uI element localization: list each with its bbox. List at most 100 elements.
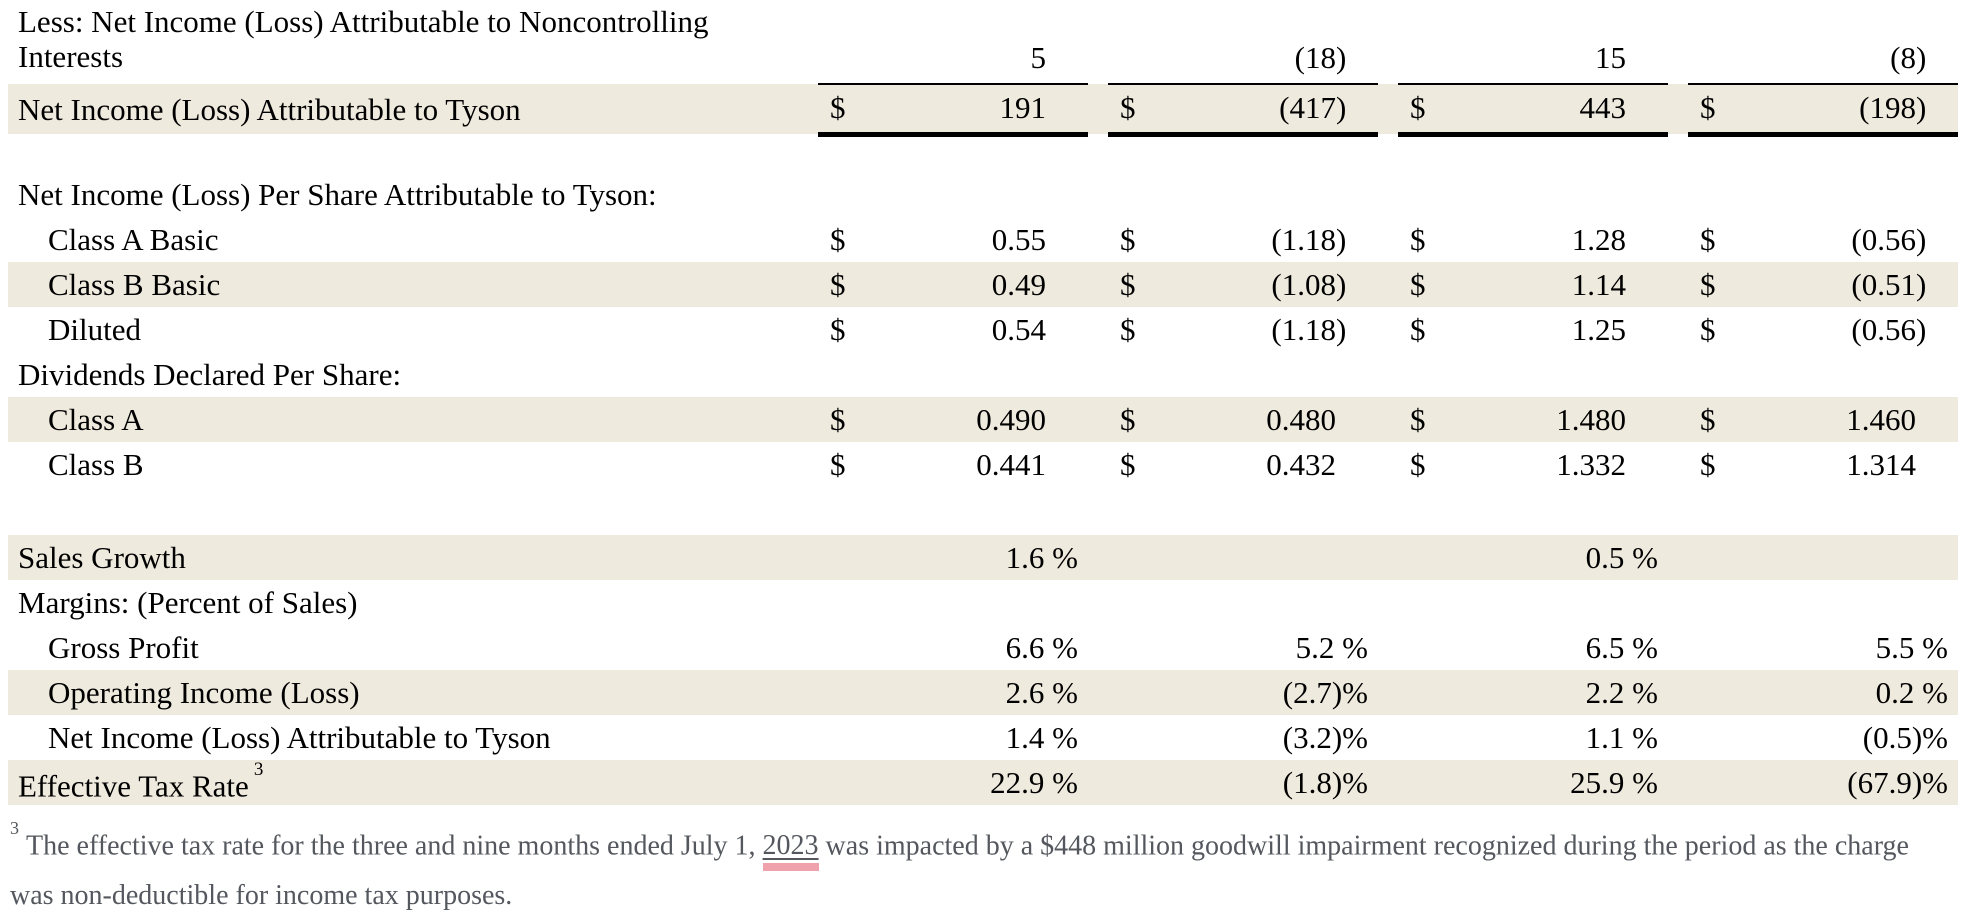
- cell-value: (3.2)%: [1282, 719, 1368, 755]
- table-row: Class A Basic $0.55 $ (1.18) $1.28 $ (0.56): [8, 217, 1958, 262]
- dollar-sign: $: [1120, 446, 1136, 482]
- table-body: Less: Net Income (Loss) Attributable to …: [8, 2, 1958, 805]
- dollar-sign: $: [1700, 90, 1716, 126]
- dollar-sign: $: [830, 311, 846, 347]
- row-label: Class B: [48, 447, 144, 482]
- table-row: Effective Tax Rate 3 22.9 % (1.8)% 25.9 % (67…: [8, 758, 1958, 805]
- column-gap: [1378, 2, 1398, 84]
- column-gap: [1088, 670, 1108, 715]
- cell-value: 0.2 %: [1875, 674, 1948, 710]
- table-row: Class B $0.441 $0.432 $1.332 $1.314: [8, 442, 1958, 487]
- table-row: Net Income (Loss) Per Share Attributable…: [8, 172, 1958, 217]
- column-gap: [1088, 84, 1108, 134]
- value-cell: $1.14: [1398, 262, 1668, 307]
- highlighted-year[interactable]: 2023: [762, 830, 819, 872]
- column-gap: [1668, 84, 1688, 134]
- column-gap: [1378, 625, 1398, 670]
- row-label: Less: Net Income (Loss) Attributable to …: [18, 4, 709, 74]
- footnote-text-before: The effective tax rate for the three and…: [26, 830, 763, 862]
- cell-value: 25.9 %: [1570, 764, 1658, 800]
- cell-value: 0.432: [1266, 446, 1336, 482]
- dollar-sign: $: [1410, 446, 1426, 482]
- value-cell: (2.7)%: [1108, 670, 1378, 715]
- cell-value: 1.14: [1571, 266, 1626, 302]
- value-cell: $0.54: [818, 307, 1088, 352]
- row-label: Net Income (Loss) Attributable to Tyson: [8, 84, 818, 134]
- value-cell: 15: [1398, 2, 1668, 85]
- dollar-sign: $: [1700, 401, 1716, 437]
- value-cell: $191: [818, 83, 1088, 137]
- column-gap: [1088, 307, 1108, 352]
- cell-value: (2.7)%: [1282, 674, 1368, 710]
- value-cell: $0.55: [818, 217, 1088, 262]
- cell-value: (417): [1279, 90, 1347, 126]
- column-gap: [1378, 397, 1398, 442]
- value-cell: $0.49: [818, 262, 1088, 307]
- row-label: Diluted: [48, 312, 141, 347]
- column-gap: [1088, 397, 1108, 442]
- cell-value: 443: [1579, 90, 1627, 126]
- column-gap: [1088, 2, 1108, 84]
- value-cell: 25.9 %: [1398, 760, 1668, 805]
- dollar-sign: $: [1120, 401, 1136, 437]
- dollar-sign: $: [1120, 221, 1136, 257]
- table-row: Class A $0.490 $0.480 $1.480 $1.460: [8, 397, 1958, 442]
- financial-table: Less: Net Income (Loss) Attributable to …: [8, 2, 1958, 805]
- column-gap: [1668, 715, 1688, 760]
- value-cell: 22.9 %: [818, 760, 1088, 805]
- row-label: Class A Basic: [48, 222, 219, 257]
- footnote-marker: 3: [10, 818, 19, 838]
- value-cell: $ (1.18): [1108, 307, 1378, 352]
- cell-value: 0.490: [976, 401, 1046, 437]
- cell-value: 0.5 %: [1585, 539, 1658, 575]
- dollar-sign: $: [830, 221, 846, 257]
- cell-value: 5.5 %: [1875, 629, 1948, 665]
- section-heading: Net Income (Loss) Per Share Attributable…: [18, 177, 657, 212]
- value-cell: $1.332: [1398, 442, 1668, 487]
- value-cell: $1.480: [1398, 397, 1668, 442]
- column-gap: [1378, 84, 1398, 134]
- column-gap: [1378, 760, 1398, 805]
- column-gap: [1378, 217, 1398, 262]
- column-gap: [1668, 397, 1688, 442]
- section-heading: Dividends Declared Per Share:: [18, 357, 402, 392]
- cell-value: (18): [1294, 40, 1347, 75]
- row-label: Gross Profit: [48, 630, 199, 665]
- column-gap: [1088, 625, 1108, 670]
- column-gap: [1378, 262, 1398, 307]
- table-row: Class B Basic $0.49 $ (1.08) $1.14 $ (0.51): [8, 262, 1958, 307]
- value-cell: $ (198): [1688, 83, 1958, 137]
- table-row: Diluted $0.54 $ (1.18) $1.25 $ (0.56): [8, 307, 1958, 352]
- value-cell: 5.2 %: [1108, 625, 1378, 670]
- table-row: Operating Income (Loss) 2.6 % (2.7)% 2.2 % 0…: [8, 670, 1958, 715]
- value-cell: (1.8)%: [1108, 760, 1378, 805]
- footnote-text-after: was impacted by a $448 million goodwill …: [10, 830, 1909, 912]
- column-gap: [1378, 670, 1398, 715]
- cell-value: (198): [1859, 90, 1927, 126]
- value-cell: 6.5 %: [1398, 625, 1668, 670]
- cell-value: 0.441: [976, 446, 1046, 482]
- column-gap: [1668, 262, 1688, 307]
- column-gap: [1088, 442, 1108, 487]
- cell-value: (0.5)%: [1862, 719, 1948, 755]
- dollar-sign: $: [1410, 266, 1426, 302]
- value-cell: (18): [1108, 2, 1378, 85]
- value-cell: 5: [818, 2, 1088, 85]
- column-gap: [1668, 2, 1688, 84]
- dollar-sign: $: [1120, 311, 1136, 347]
- table-row: Less: Net Income (Loss) Attributable to …: [8, 2, 1958, 85]
- value-cell: $0.480: [1108, 397, 1378, 442]
- cell-value: 1.4 %: [1005, 719, 1078, 755]
- dollar-sign: $: [1700, 266, 1716, 302]
- cell-value: (8): [1890, 40, 1927, 75]
- value-cell: $443: [1398, 83, 1668, 137]
- dollar-sign: $: [1700, 311, 1716, 347]
- row-label: Class B Basic: [8, 262, 818, 307]
- dollar-sign: $: [1410, 221, 1426, 257]
- dollar-sign: $: [1700, 446, 1716, 482]
- column-gap: [1088, 760, 1108, 805]
- value-cell: 6.6 %: [818, 625, 1088, 670]
- cell-value: 1.480: [1556, 401, 1626, 437]
- column-gap: [1088, 217, 1108, 262]
- footnote-ref: 3: [253, 758, 264, 780]
